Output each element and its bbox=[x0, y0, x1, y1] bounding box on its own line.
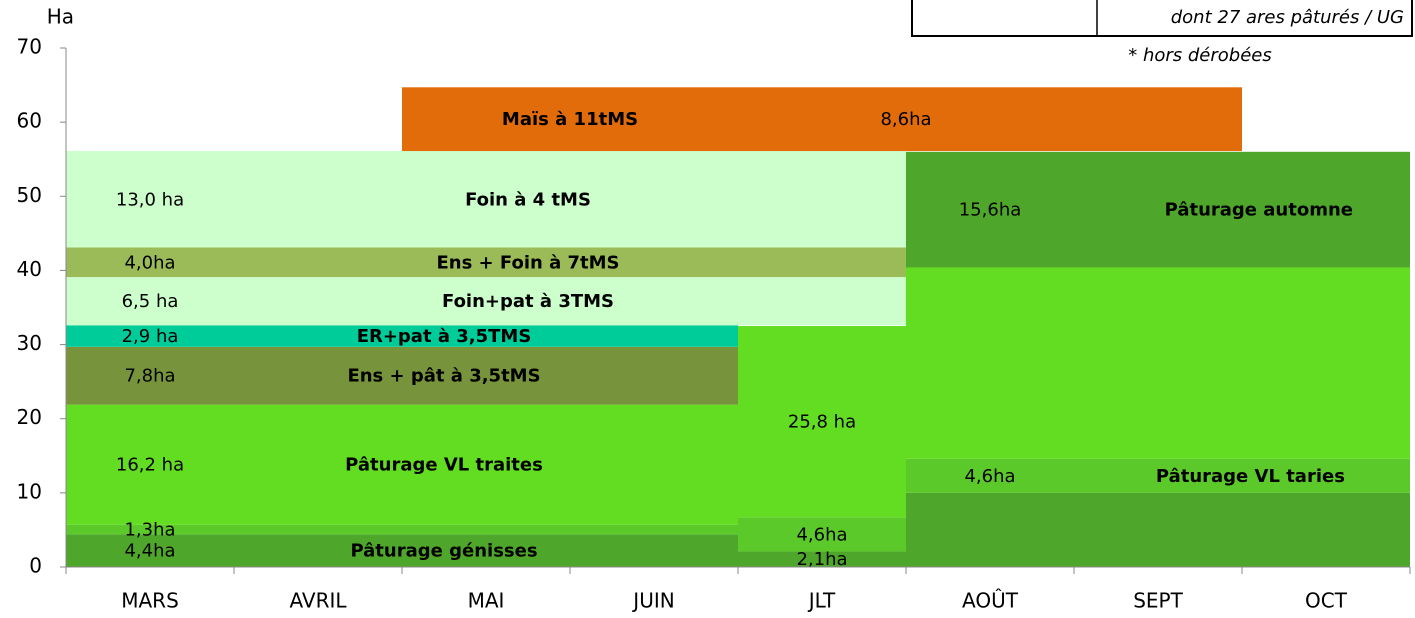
value-label: 4,6ha bbox=[964, 466, 1015, 487]
value-label: 25,8 ha bbox=[788, 412, 856, 433]
value-label: 6,5 ha bbox=[122, 291, 179, 312]
segment-name: Pâturage VL taries bbox=[1156, 466, 1345, 487]
y-tick-label: 0 bbox=[29, 554, 42, 578]
y-tick-label: 20 bbox=[17, 405, 42, 429]
segment bbox=[738, 551, 906, 567]
x-tick-label: JLT bbox=[807, 589, 836, 613]
segment bbox=[66, 524, 738, 535]
x-tick-label: AOÛT bbox=[962, 589, 1019, 613]
segment bbox=[402, 87, 1242, 152]
y-tick-label: 30 bbox=[17, 331, 42, 355]
segment bbox=[66, 346, 738, 405]
x-tick-label: MAI bbox=[468, 589, 505, 613]
segment bbox=[66, 325, 738, 347]
value-label: 1,3ha bbox=[124, 520, 175, 541]
segment bbox=[738, 517, 906, 552]
segment bbox=[66, 277, 906, 326]
note: * hors dérobées bbox=[1128, 45, 1272, 66]
value-label: 8,6ha bbox=[880, 109, 931, 130]
segment bbox=[906, 458, 1410, 493]
segment-name: Pâturage automne bbox=[1165, 200, 1353, 221]
value-label: 4,6ha bbox=[796, 524, 847, 545]
segment bbox=[906, 492, 1410, 567]
x-tick-label: OCT bbox=[1305, 589, 1348, 613]
value-label: 15,6ha bbox=[959, 200, 1022, 221]
x-tick-label: MARS bbox=[121, 589, 179, 613]
segment bbox=[738, 326, 906, 518]
value-label: 2,9 ha bbox=[122, 326, 179, 347]
y-tick-label: 40 bbox=[17, 257, 42, 281]
segment-name: Ens + Foin à 7tMS bbox=[436, 252, 619, 273]
segment bbox=[66, 247, 906, 278]
y-tick-label: 50 bbox=[17, 183, 42, 207]
note: dont 27 ares pâturés / UG bbox=[1171, 7, 1404, 28]
value-label: 4,4ha bbox=[124, 541, 175, 562]
segment-name: Maïs à 11tMS bbox=[502, 109, 638, 130]
segment-name: Pâturage VL traites bbox=[345, 455, 543, 476]
x-tick-label: SEPT bbox=[1133, 589, 1183, 613]
segment-name: Foin à 4 tMS bbox=[465, 189, 591, 210]
segment-name: ER+pat à 3,5TMS bbox=[357, 326, 532, 347]
y-tick-label: 60 bbox=[17, 109, 42, 133]
segment-name: Pâturage génisses bbox=[350, 541, 537, 562]
value-label: 16,2 ha bbox=[116, 455, 184, 476]
legend-box bbox=[911, 0, 1413, 37]
y-tick-label: 70 bbox=[17, 35, 42, 59]
value-label: 13,0 ha bbox=[116, 189, 184, 210]
segment bbox=[66, 404, 738, 525]
value-label: 7,8ha bbox=[124, 366, 175, 387]
segment bbox=[66, 534, 738, 567]
x-tick-label: AVRIL bbox=[289, 589, 347, 613]
x-tick-label: JUIN bbox=[631, 589, 674, 613]
value-label: 4,0ha bbox=[124, 252, 175, 273]
segment-name: Ens + pât à 3,5tMS bbox=[347, 366, 540, 387]
segment bbox=[906, 267, 1410, 459]
segment bbox=[906, 151, 1410, 268]
y-axis-label: Ha bbox=[47, 5, 74, 29]
segment bbox=[66, 151, 906, 248]
segment-name: Foin+pat à 3TMS bbox=[442, 291, 614, 312]
y-tick-label: 10 bbox=[17, 479, 42, 503]
value-label: 2,1ha bbox=[796, 549, 847, 570]
